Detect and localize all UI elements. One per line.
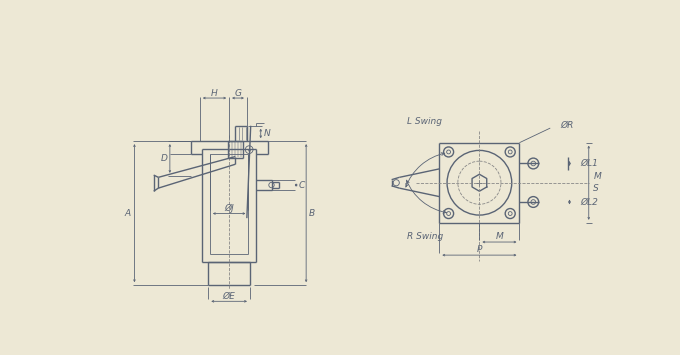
Text: S: S [594,184,599,193]
Text: A: A [124,209,131,218]
Text: L Swing: L Swing [407,117,442,126]
Text: C: C [299,181,305,190]
Text: ØE: ØE [223,291,235,300]
Text: M: M [496,232,503,241]
Text: ØL1: ØL1 [580,159,598,168]
Text: R Swing: R Swing [407,232,443,241]
Text: ØJ: ØJ [224,204,234,213]
Text: P: P [477,245,482,254]
Text: D: D [160,154,167,163]
Text: M: M [594,172,601,181]
Text: B: B [309,209,315,218]
Text: G: G [235,89,241,98]
Text: ØR: ØR [560,121,574,130]
Text: ØL2: ØL2 [580,197,598,207]
Text: H: H [211,89,218,98]
Text: N: N [264,129,270,138]
